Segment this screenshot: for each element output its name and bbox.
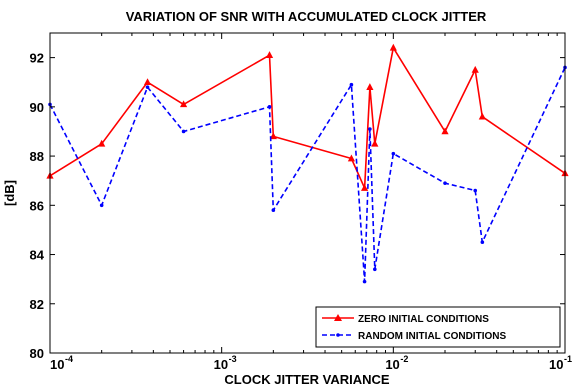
x-tick-label-1: 10 xyxy=(214,357,228,372)
series-0-point-9 xyxy=(371,139,379,147)
legend-label-zero: ZERO INITIAL CONDITIONS xyxy=(358,314,489,325)
series-0-point-13 xyxy=(478,112,486,120)
x-tick-exponent-1: -3 xyxy=(229,354,237,364)
legend-marker-zero xyxy=(334,314,342,321)
series-0-point-5 xyxy=(269,132,277,140)
series-0-point-11 xyxy=(441,127,449,135)
series-0-point-6 xyxy=(347,154,356,162)
x-tick-label-0: 10 xyxy=(50,357,64,372)
series-1-point-8 xyxy=(368,127,372,131)
x-tick-exponent-0: -4 xyxy=(65,354,73,364)
series-1-point-2 xyxy=(145,85,150,89)
series-1-point-13 xyxy=(480,240,485,245)
legend-box xyxy=(315,306,561,348)
series-0-point-1 xyxy=(98,139,106,147)
series-1-point-5 xyxy=(271,208,276,213)
y-tick-label-0: 80 xyxy=(30,346,44,361)
series-1-point-6 xyxy=(349,82,354,87)
legend-marker-random xyxy=(336,333,340,337)
series-0-point-2 xyxy=(143,78,152,86)
x-tick-label-2: 10 xyxy=(385,357,399,372)
series-0-point-8 xyxy=(366,83,374,90)
x-tick-exponent-3: -1 xyxy=(564,354,572,364)
series-0-point-7 xyxy=(360,184,369,191)
series-1-point-1 xyxy=(99,203,104,208)
legend: ZERO INITIAL CONDITIONS RANDOM INITIAL C… xyxy=(315,306,561,348)
chart-title: VARIATION OF SNR WITH ACCUMULATED CLOCK … xyxy=(126,9,487,24)
y-tick-label-4: 88 xyxy=(30,149,44,164)
x-axis-label: CLOCK JITTER VARIANCE xyxy=(224,372,389,387)
legend-label-random: RANDOM INITIAL CONDITIONS xyxy=(358,331,506,342)
y-tick-label-6: 92 xyxy=(30,51,44,66)
y-tick-label-5: 90 xyxy=(30,100,44,115)
series-1-point-12 xyxy=(473,188,478,193)
series-1-point-9 xyxy=(373,267,377,272)
series-0-point-12 xyxy=(471,65,479,73)
plot-area xyxy=(50,33,565,353)
series-1-point-10 xyxy=(391,151,396,156)
x-tick-label-3: 10 xyxy=(549,357,563,372)
x-tick-exponent-2: -2 xyxy=(400,354,408,364)
series-1-point-4 xyxy=(267,105,272,109)
series-1-point-11 xyxy=(443,181,447,185)
series-0-point-10 xyxy=(389,43,397,51)
y-axis-label: [dB] xyxy=(2,180,17,206)
y-tick-label-3: 86 xyxy=(30,198,44,213)
y-tick-label-1: 82 xyxy=(30,297,44,312)
plot-frame xyxy=(49,32,566,354)
series-1-point-3 xyxy=(181,129,186,134)
series-0-point-3 xyxy=(179,100,188,108)
series-layer xyxy=(46,43,569,284)
series-0-point-4 xyxy=(265,51,274,58)
series-1-point-7 xyxy=(362,279,367,284)
y-tick-label-2: 84 xyxy=(30,248,45,263)
